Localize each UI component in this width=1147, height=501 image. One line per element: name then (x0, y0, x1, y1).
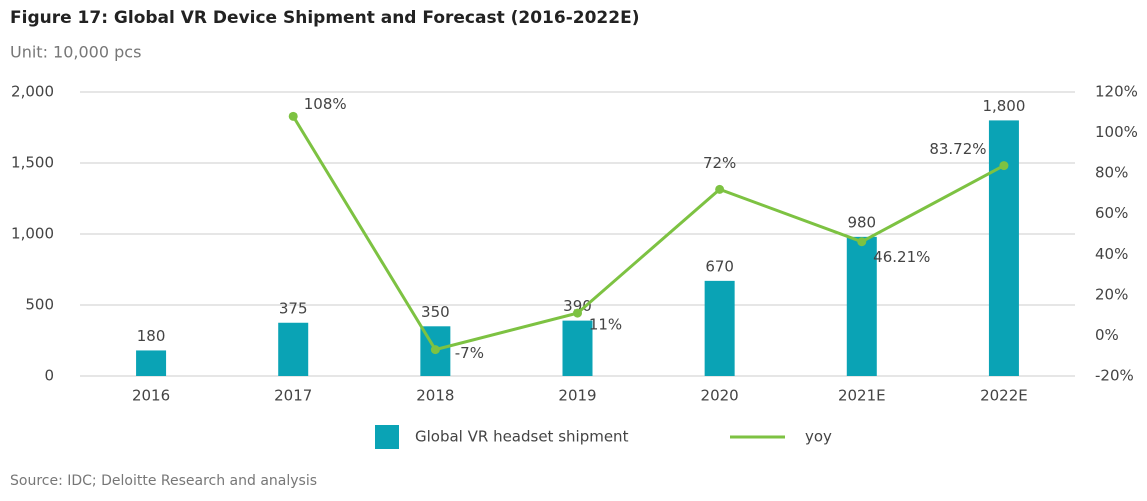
bar (562, 320, 593, 376)
bar-label: 350 (421, 303, 450, 321)
x-tick-label: 2019 (558, 387, 596, 405)
y-tick-label: 2,000 (11, 83, 54, 101)
line-point (857, 237, 867, 247)
line-label: 46.21% (873, 248, 930, 266)
source: Source: IDC; Deloitte Research and analy… (10, 473, 317, 489)
y2-tick-label: 40% (1095, 245, 1128, 263)
y2-tick-label: 80% (1095, 164, 1128, 182)
legend-swatch (375, 425, 399, 449)
line-point (715, 184, 725, 194)
y2-tick-label: 100% (1095, 123, 1138, 141)
legend-label: Global VR headset shipment (415, 428, 629, 446)
bar-label: 670 (705, 257, 734, 275)
y2-tick-label: 0% (1095, 326, 1119, 344)
x-tick-label: 2020 (701, 387, 739, 405)
x-tick-label: 2021E (838, 387, 886, 405)
y-tick-label: 1,000 (11, 225, 54, 243)
line-point (288, 111, 298, 121)
bar (846, 236, 877, 376)
chart-title: Figure 17: Global VR Device Shipment and… (10, 8, 639, 28)
bar (988, 120, 1019, 377)
x-tick-label: 2016 (132, 387, 170, 405)
chart-subtitle: Unit: 10,000 pcs (10, 43, 141, 62)
y2-tick-label: 60% (1095, 204, 1128, 222)
bar (704, 280, 735, 376)
bar (278, 322, 309, 376)
y2-tick-label: -20% (1095, 367, 1134, 385)
x-tick-label: 2022E (980, 387, 1028, 405)
line-label: -7% (455, 344, 484, 362)
legend-label: yoy (805, 428, 832, 446)
bar-label: 180 (137, 327, 166, 345)
line-point (999, 161, 1009, 171)
y2-tick-label: 120% (1095, 83, 1138, 101)
line-label: 83.72% (929, 140, 986, 158)
line-label: 72% (703, 154, 736, 172)
y-tick-label: 1,500 (11, 154, 54, 172)
x-tick-label: 2018 (416, 387, 454, 405)
line-label: 11% (589, 316, 622, 334)
line-point (573, 308, 582, 318)
bar-label: 980 (847, 213, 876, 231)
bar-label: 375 (279, 299, 308, 317)
x-tick-label: 2017 (274, 387, 312, 405)
y2-tick-label: 20% (1095, 285, 1128, 303)
y-tick-label: 500 (25, 296, 54, 314)
bar-label: 1,800 (982, 97, 1025, 115)
line-point (430, 345, 440, 355)
bar (136, 350, 167, 376)
line (291, 115, 1005, 352)
y-tick-label: 0 (44, 367, 54, 385)
bar-label: 390 (563, 297, 592, 315)
line-label: 108% (304, 95, 347, 113)
